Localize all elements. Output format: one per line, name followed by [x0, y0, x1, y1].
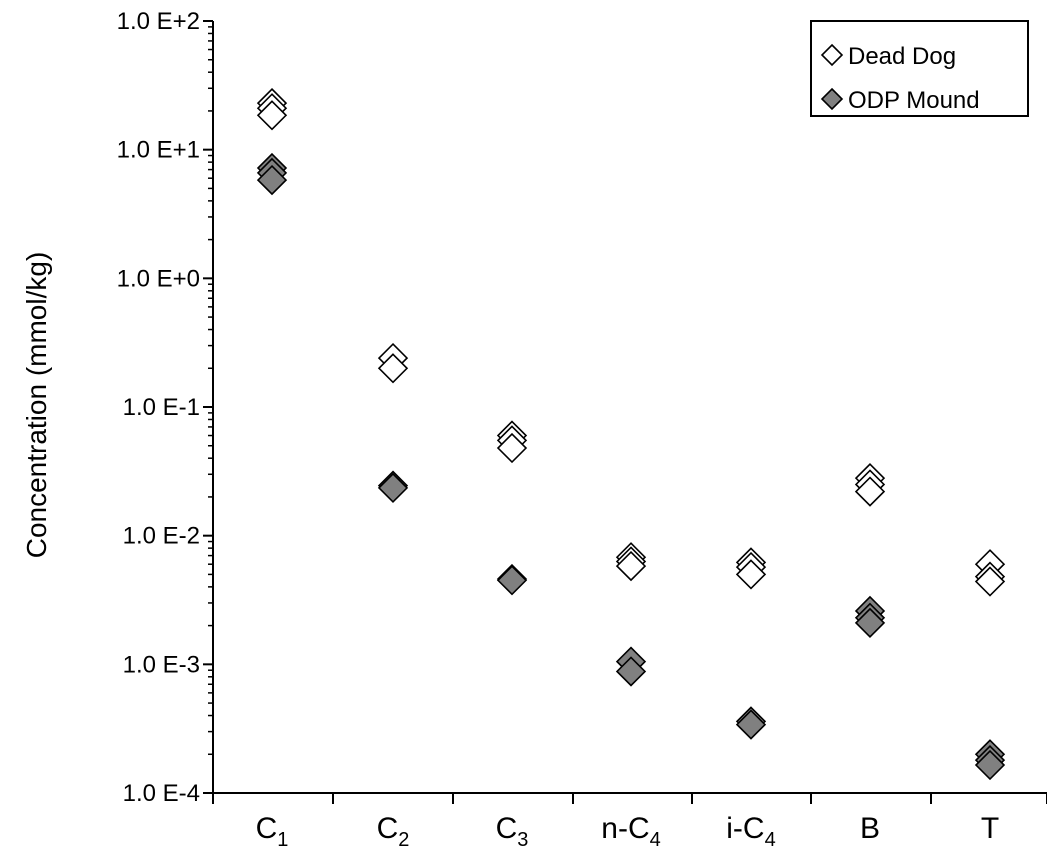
data-point-odp-mound [377, 472, 409, 504]
data-point-odp-mound [735, 709, 767, 740]
x-tick-label-c2: C2 [377, 812, 410, 851]
data-point-dead-dog [854, 476, 886, 507]
legend-marker-dead-dog [820, 43, 844, 67]
legend-item-odp-mound: ODP Mound [820, 87, 980, 114]
y-tick-label: 1.0 E-3 [123, 651, 200, 678]
data-point-odp-mound [256, 164, 288, 196]
legend-marker-odp-mound [820, 87, 844, 111]
x-tick-label-t: T [981, 812, 999, 845]
y-tick-label: 1.0 E+0 [117, 265, 200, 292]
y-tick-label: 1.0 E-1 [123, 394, 200, 421]
data-point-dead-dog [256, 100, 288, 131]
y-tick-label: 1.0 E-4 [123, 780, 200, 807]
data-point-odp-mound [974, 749, 1006, 781]
legend-box [810, 20, 1029, 117]
x-tick-label-c3: C3 [496, 812, 529, 851]
data-point-odp-mound [615, 656, 647, 687]
data-point-dead-dog [735, 559, 767, 590]
legend: Dead Dog ODP Mound [810, 20, 1029, 117]
data-point-dead-dog [377, 353, 409, 384]
y-tick-label: 1.0 E+1 [117, 137, 200, 164]
x-tick-label-c1: C1 [256, 812, 289, 851]
series-dead-dog [256, 87, 1006, 597]
plot-area: 1.0 E+2 1.0 E+1 1.0 E+0 1.0 E-1 1.0 E-2 1.0 E… [117, 8, 1047, 851]
data-point-odp-mound [854, 607, 886, 639]
y-axis-title: Concentration (mmol/kg) [21, 252, 52, 559]
x-tick-label-n-c4: n-C4 [601, 812, 660, 851]
y-tick-label: 1.0 E-2 [123, 523, 200, 550]
series-odp-mound [256, 152, 1006, 781]
y-tick-label: 1.0 E+2 [117, 8, 200, 35]
x-tick-label-b: B [860, 812, 880, 845]
legend-label-dead-dog: Dead Dog [848, 43, 956, 70]
data-point-dead-dog [615, 550, 647, 582]
data-point-dead-dog [974, 566, 1006, 597]
data-point-dead-dog [496, 432, 528, 464]
legend-item-dead-dog: Dead Dog [820, 43, 956, 70]
data-point-odp-mound [496, 565, 528, 596]
x-tick-label-i-c4: i-C4 [726, 812, 775, 851]
legend-label-odp-mound: ODP Mound [848, 87, 980, 114]
